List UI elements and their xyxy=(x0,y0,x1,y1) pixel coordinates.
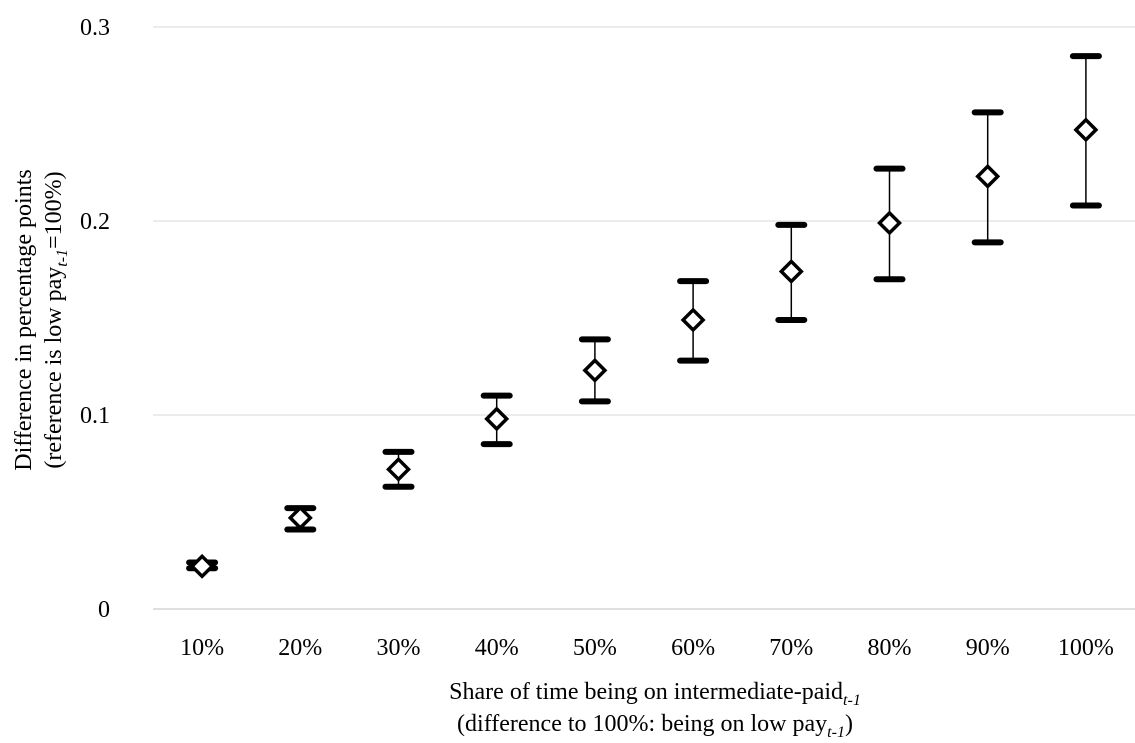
error-bar-point xyxy=(775,221,808,323)
y-tick-label: 0.1 xyxy=(80,403,110,429)
x-tick-label: 10% xyxy=(180,635,224,661)
y-tick-labels: 0 0.1 0.2 0.3 xyxy=(80,15,110,623)
x-tick-label: 80% xyxy=(868,635,912,661)
x-tick-label: 40% xyxy=(475,635,519,661)
error-bar-point xyxy=(677,278,710,364)
error-bar-point xyxy=(186,553,219,579)
y-axis-title: Difference in percentage points (referen… xyxy=(11,169,71,470)
y-tick-label: 0.2 xyxy=(80,209,110,235)
series-points xyxy=(186,53,1102,579)
error-bar-point xyxy=(873,165,906,283)
data-point-diamond xyxy=(484,406,510,432)
x-tick-label: 20% xyxy=(278,635,322,661)
y-axis-title-line1: Difference in percentage points xyxy=(11,169,37,470)
error-bar-point xyxy=(284,505,317,533)
data-point-diamond xyxy=(189,553,215,579)
data-point-diamond xyxy=(582,357,608,383)
x-tick-label: 70% xyxy=(769,635,813,661)
error-bar-point xyxy=(971,109,1004,246)
data-point-diamond xyxy=(877,210,902,236)
data-point-diamond xyxy=(1073,117,1099,143)
x-tick-label: 50% xyxy=(573,635,617,661)
x-tick-label: 30% xyxy=(377,635,421,661)
x-tick-label: 90% xyxy=(966,635,1010,661)
data-point-diamond xyxy=(778,258,804,284)
data-point-diamond xyxy=(680,307,706,333)
x-tick-label: 60% xyxy=(671,635,715,661)
y-tick-label: 0 xyxy=(98,597,110,623)
x-tick-labels: 10% 20% 30% 40% 50% 60% 70% 80% 90% 100% xyxy=(180,635,1114,661)
x-axis-title-line2: (difference to 100%: being on low payt-1… xyxy=(457,711,853,741)
error-bar-point xyxy=(578,336,611,405)
gridlines xyxy=(153,26,1135,416)
error-bar-point xyxy=(1069,53,1102,209)
x-axis-title-line1: Share of time being on intermediate-paid… xyxy=(449,679,861,709)
data-point-diamond xyxy=(287,505,313,531)
data-point-diamond xyxy=(975,163,1001,189)
error-bar-point xyxy=(382,448,415,490)
y-axis-title-line2: (reference is low payt-1=100%) xyxy=(41,171,71,468)
error-bar-point xyxy=(480,392,513,448)
y-tick-label: 0.3 xyxy=(80,15,110,41)
x-tick-label: 100% xyxy=(1058,635,1114,661)
data-point-diamond xyxy=(386,456,411,482)
